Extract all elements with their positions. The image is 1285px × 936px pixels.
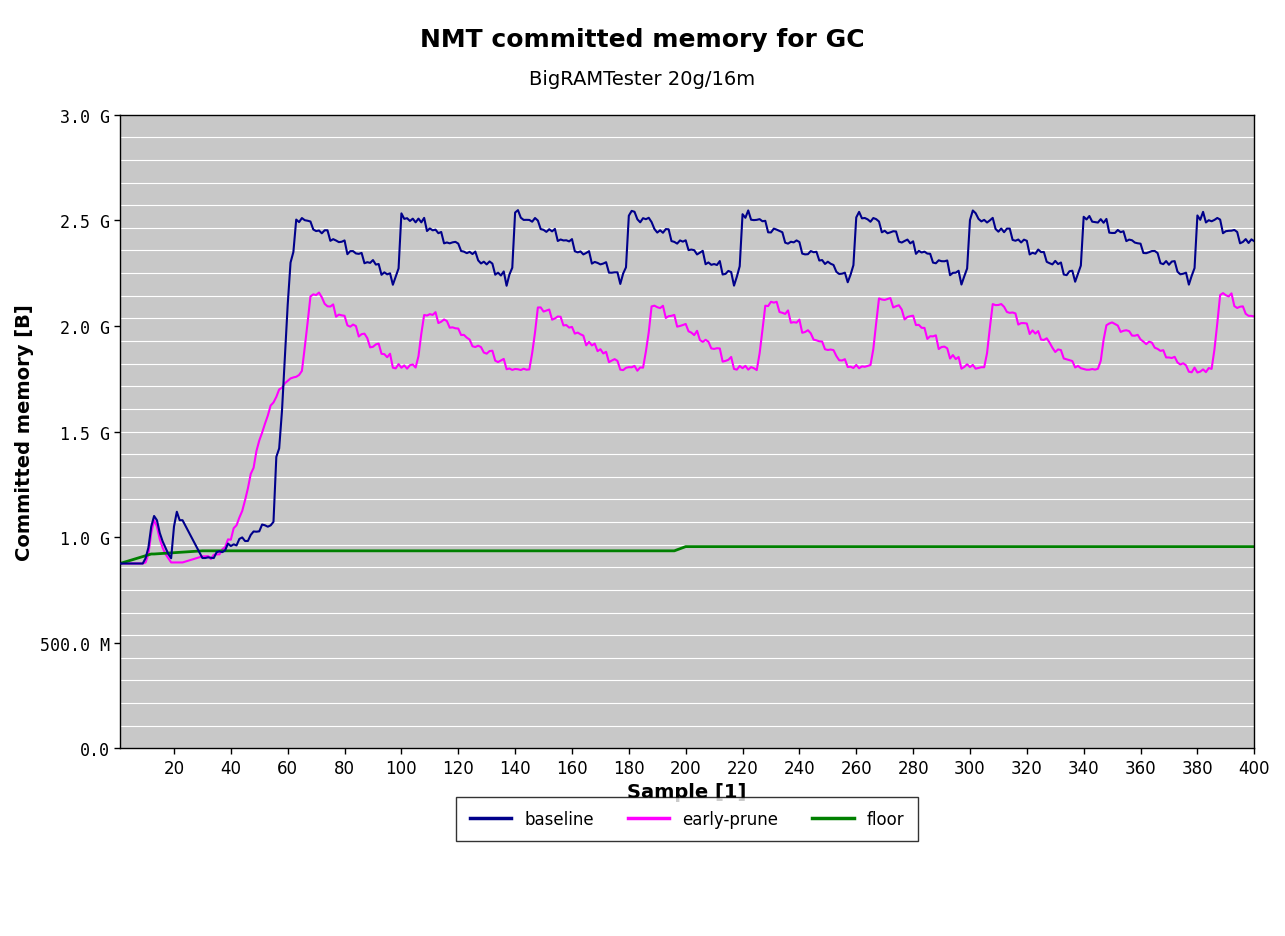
Line: floor: floor	[120, 547, 1254, 563]
baseline	[249, 527, 265, 538]
Y-axis label: Committed memory [B]: Committed memory [B]	[15, 304, 33, 561]
baseline	[112, 558, 127, 569]
baseline	[482, 256, 497, 268]
baseline	[939, 256, 955, 267]
floor	[939, 541, 955, 552]
Text: BigRAMTester 20g/16m: BigRAMTester 20g/16m	[529, 70, 756, 89]
Line: early-prune: early-prune	[120, 293, 1254, 563]
X-axis label: Sample [1]: Sample [1]	[627, 782, 747, 801]
early-prune	[311, 287, 326, 299]
floor	[829, 541, 844, 552]
Line: baseline: baseline	[120, 211, 1254, 563]
floor	[678, 541, 694, 552]
early-prune	[1246, 312, 1262, 323]
early-prune	[939, 344, 955, 355]
early-prune	[249, 446, 265, 457]
baseline	[829, 267, 844, 278]
early-prune	[484, 345, 500, 357]
floor	[112, 558, 127, 569]
early-prune	[112, 558, 127, 569]
early-prune	[934, 342, 950, 353]
baseline	[1246, 236, 1262, 247]
floor	[562, 546, 577, 557]
baseline	[510, 205, 526, 216]
Legend: baseline, early-prune, floor: baseline, early-prune, floor	[456, 797, 917, 841]
Text: NMT committed memory for GC: NMT committed memory for GC	[420, 28, 865, 52]
early-prune	[829, 351, 844, 362]
baseline	[564, 234, 580, 245]
baseline	[934, 256, 950, 268]
early-prune	[564, 322, 580, 333]
floor	[1246, 541, 1262, 552]
floor	[249, 546, 265, 557]
floor	[934, 541, 950, 552]
floor	[482, 546, 497, 557]
